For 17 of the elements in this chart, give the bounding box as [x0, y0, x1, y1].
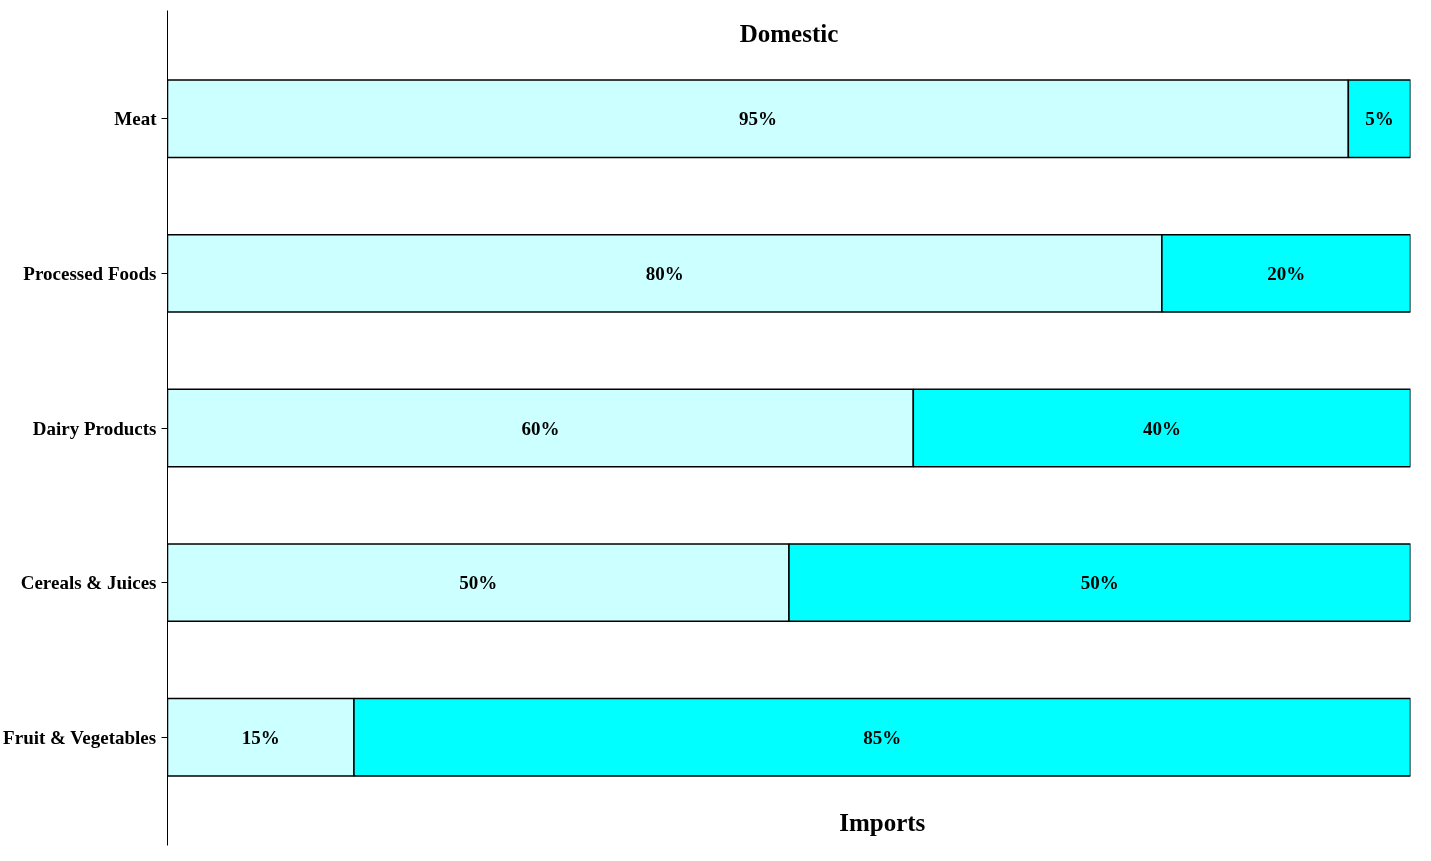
data-label: 85% [863, 726, 902, 748]
y-tick-label: Meat [114, 108, 158, 130]
data-label: 15% [241, 726, 280, 748]
series-label: Imports [839, 808, 926, 836]
y-tick-label: Dairy Products [32, 417, 157, 439]
data-label: 50% [1080, 572, 1119, 594]
data-label: 50% [459, 572, 498, 594]
data-label: 5% [1365, 108, 1394, 130]
y-tick-label: Cereals & Juices [20, 572, 157, 594]
data-label: 40% [1142, 417, 1181, 439]
data-label: 95% [738, 108, 777, 130]
y-tick-label: Processed Foods [23, 262, 157, 284]
series-label: Domestic [739, 20, 839, 48]
data-label: 20% [1267, 262, 1306, 284]
data-label: 60% [521, 417, 560, 439]
data-label: 80% [645, 262, 684, 284]
y-tick-label: Fruit & Vegetables [3, 726, 157, 748]
